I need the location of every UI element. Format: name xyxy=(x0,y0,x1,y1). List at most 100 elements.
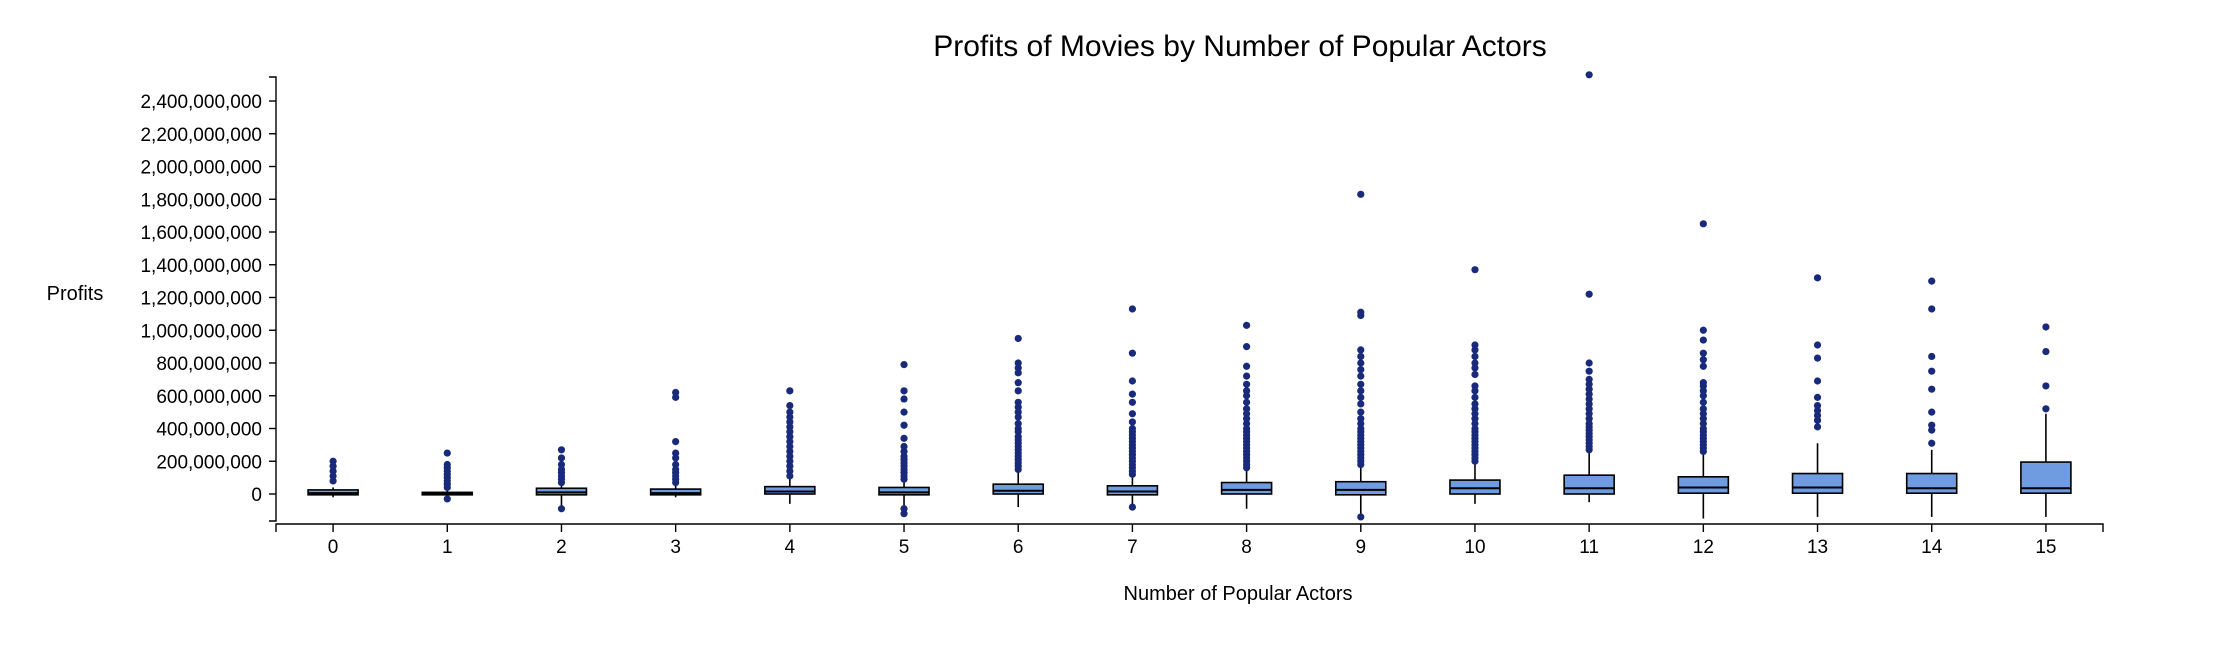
outlier-point xyxy=(1585,290,1593,298)
outlier-point xyxy=(1928,439,1936,447)
box-series xyxy=(307,71,2072,521)
box-group-7 xyxy=(1106,305,1159,511)
outlier-point xyxy=(1928,385,1936,393)
y-tick-label: 400,000,000 xyxy=(156,420,262,441)
box-group-14 xyxy=(1905,277,1958,517)
y-axis-title: Profits xyxy=(47,283,104,305)
outlier-point xyxy=(1471,359,1479,367)
outlier-point xyxy=(1014,334,1022,343)
outlier-point xyxy=(1813,341,1822,349)
y-tick-label: 1,800,000,000 xyxy=(140,190,262,211)
outlier-point xyxy=(2042,347,2050,356)
outlier-point xyxy=(1928,305,1936,313)
outlier-point xyxy=(1242,343,1251,351)
chart-title: Profits of Movies by Number of Popular A… xyxy=(933,30,1547,63)
outlier-point xyxy=(1585,359,1593,367)
box-group-6 xyxy=(992,334,1045,508)
outlier-point xyxy=(1699,379,1707,387)
outlier-point xyxy=(1928,421,1936,429)
outlier-point xyxy=(1242,398,1251,406)
outlier-point xyxy=(2042,382,2050,390)
outlier-point xyxy=(1699,336,1707,344)
outlier-point xyxy=(1699,398,1707,406)
y-tick-label: 600,000,000 xyxy=(156,387,262,408)
outlier-point xyxy=(1128,390,1137,398)
outlier-point xyxy=(1357,359,1365,367)
outlier-point xyxy=(1357,513,1365,521)
outlier-point xyxy=(1928,367,1936,375)
outlier-point xyxy=(1128,410,1137,418)
x-tick-label: 7 xyxy=(1127,537,1138,558)
outlier-point xyxy=(1357,415,1365,423)
outlier-point xyxy=(1471,352,1479,361)
box-iqr xyxy=(1220,481,1273,495)
box-iqr xyxy=(1334,480,1387,496)
outlier-point xyxy=(1357,308,1365,316)
outlier-point xyxy=(1471,400,1479,408)
box-iqr xyxy=(992,483,1045,495)
outlier-point xyxy=(1242,405,1251,413)
outlier-point xyxy=(1128,398,1137,406)
outlier-point xyxy=(672,388,680,397)
outlier-point xyxy=(672,449,680,457)
outlier-point xyxy=(1928,408,1936,416)
x-axis-title: Number of Popular Actors xyxy=(1124,583,1353,605)
outlier-point xyxy=(1357,393,1365,401)
outlier-point xyxy=(1471,266,1479,274)
x-tick-label: 12 xyxy=(1693,537,1714,558)
outlier-point xyxy=(672,438,680,446)
outlier-point xyxy=(1128,349,1137,357)
outlier-point xyxy=(1242,380,1251,388)
y-axis: 0 200,000,000 400,000,000 600,000,000 800,00… xyxy=(140,76,277,522)
x-tick-label: 4 xyxy=(785,537,796,558)
x-tick-label: 10 xyxy=(1464,537,1485,558)
x-tick-label: 15 xyxy=(2035,537,2056,558)
x-tick-label: 6 xyxy=(1013,537,1024,558)
box-group-4 xyxy=(764,387,816,504)
box-iqr xyxy=(649,488,702,496)
x-tick-label: 5 xyxy=(899,537,910,558)
box-group-13 xyxy=(1791,274,1844,517)
outlier-point xyxy=(443,449,451,457)
outlier-point xyxy=(557,505,566,513)
y-tick-label: 200,000,000 xyxy=(156,452,262,473)
outlier-point xyxy=(1242,362,1251,370)
outlier-point xyxy=(900,387,908,395)
outlier-point xyxy=(1471,370,1479,379)
outlier-point xyxy=(443,460,451,469)
box-group-3 xyxy=(649,388,702,498)
outlier-point xyxy=(1928,277,1936,285)
box-iqr xyxy=(1677,476,1730,494)
outlier-point xyxy=(900,442,908,451)
outlier-point xyxy=(557,446,566,454)
x-tick-label: 11 xyxy=(1579,537,1599,558)
outlier-point xyxy=(786,387,794,395)
box-iqr xyxy=(1791,472,1844,494)
x-axis: 0 1 2 3 4 5 6 7 8 9 10 11 12 13 14 15 xyxy=(275,523,2104,558)
box-iqr xyxy=(1905,472,1958,494)
outlier-point xyxy=(1014,359,1022,367)
box-group-11 xyxy=(1563,71,1615,503)
outlier-point xyxy=(1242,321,1251,329)
box-group-2 xyxy=(535,446,588,513)
outlier-point xyxy=(1813,377,1822,385)
outlier-point xyxy=(1813,423,1822,431)
box-group-15 xyxy=(2020,323,2072,517)
outlier-point xyxy=(1699,356,1707,364)
outlier-point xyxy=(1014,398,1022,406)
outlier-point xyxy=(1813,401,1822,410)
outlier-point xyxy=(1357,400,1365,408)
x-tick-label: 13 xyxy=(1807,537,1828,558)
box-iqr xyxy=(764,485,816,495)
outlier-point xyxy=(1699,326,1707,334)
outlier-point xyxy=(1585,375,1593,383)
outlier-point xyxy=(557,460,566,469)
outlier-point xyxy=(1128,377,1137,385)
y-tick-label: 2,000,000,000 xyxy=(140,158,262,179)
outlier-point xyxy=(786,401,794,410)
outlier-point xyxy=(2042,323,2050,331)
x-tick-label: 2 xyxy=(556,537,567,558)
outlier-point xyxy=(1128,305,1137,313)
y-tick-label: 2,400,000,000 xyxy=(140,92,262,113)
